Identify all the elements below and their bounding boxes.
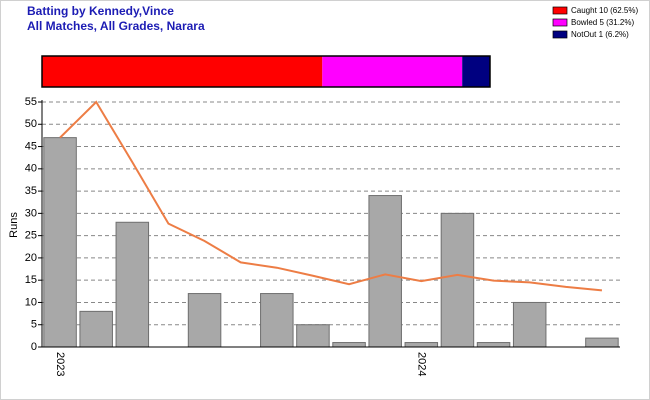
legend-label: Bowled 5 (31.2%) — [571, 18, 634, 27]
legend-swatch — [552, 30, 568, 39]
bar — [332, 342, 366, 348]
bar — [260, 293, 294, 348]
y-tick-label: 10 — [25, 296, 37, 308]
bar — [404, 342, 439, 348]
y-tick-label: 35 — [25, 185, 37, 197]
chart-subtitle: All Matches, All Grades, Narara — [27, 19, 205, 33]
y-tick-label: 5 — [31, 319, 37, 331]
y-tick-label: 55 — [25, 96, 37, 108]
bar — [476, 342, 511, 348]
legend-label: Caught 10 (62.5%) — [571, 6, 638, 15]
x-tick-label: 2023 — [54, 352, 66, 376]
y-tick-label: 15 — [25, 274, 37, 286]
average-line — [59, 100, 603, 292]
y-tick-label: 50 — [25, 118, 37, 130]
legend-label: NotOut 1 (6.2%) — [571, 30, 629, 39]
y-tick-label: 40 — [25, 163, 37, 175]
y-axis-label: Runs — [8, 212, 20, 238]
bar — [296, 324, 330, 348]
y-tick-label: 45 — [25, 140, 37, 152]
segment — [322, 56, 463, 87]
chart-title: Batting by Kennedy,Vince — [27, 4, 174, 18]
segment — [42, 56, 323, 87]
bar — [585, 337, 619, 348]
bar-frame — [41, 55, 491, 88]
y-tick-label: 25 — [25, 230, 37, 242]
legend-swatch — [552, 18, 568, 27]
y-tick-label: 0 — [31, 341, 37, 353]
y-tick-label: 30 — [25, 207, 37, 219]
y-tick-label: 20 — [25, 252, 37, 264]
segment — [462, 56, 490, 87]
bar — [368, 195, 402, 348]
bar — [115, 221, 150, 348]
legend-swatch — [552, 6, 568, 15]
bar — [187, 293, 222, 348]
bar — [440, 212, 475, 348]
x-tick-label: 2024 — [415, 352, 427, 376]
bar — [43, 137, 77, 348]
bar — [512, 301, 547, 348]
bar — [79, 310, 113, 348]
